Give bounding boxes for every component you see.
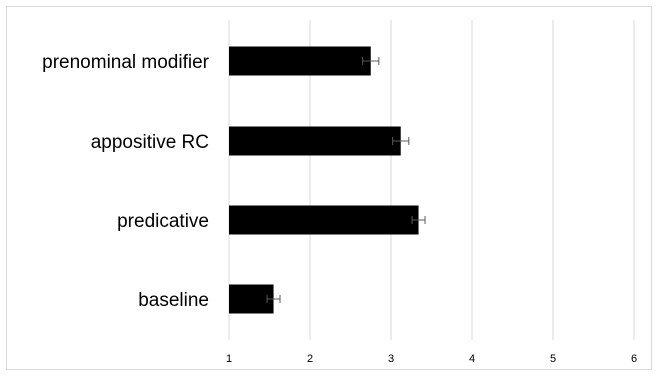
bar <box>229 205 419 235</box>
category-labels: prenominal modifier appositive RC predicat… <box>42 52 210 311</box>
x-tick-label: 3 <box>388 353 394 365</box>
bar <box>229 126 401 156</box>
error-bars <box>266 57 426 303</box>
x-tick-label: 1 <box>226 353 232 365</box>
x-tick-labels: 1 2 3 4 5 6 <box>226 353 637 365</box>
x-tick-label: 6 <box>631 353 637 365</box>
bar <box>229 284 274 314</box>
category-label: baseline <box>138 290 209 311</box>
error-bar <box>411 216 426 224</box>
x-tick-label: 4 <box>469 353 475 365</box>
error-bar <box>362 57 380 65</box>
category-label: appositive RC <box>91 132 209 153</box>
x-tick-label: 2 <box>307 353 313 365</box>
bar <box>229 46 371 76</box>
error-bar <box>266 295 281 303</box>
category-label: predicative <box>117 211 209 232</box>
error-bar <box>392 137 410 145</box>
bars <box>229 46 419 314</box>
x-tick-label: 5 <box>550 353 556 365</box>
category-label: prenominal modifier <box>42 52 210 73</box>
